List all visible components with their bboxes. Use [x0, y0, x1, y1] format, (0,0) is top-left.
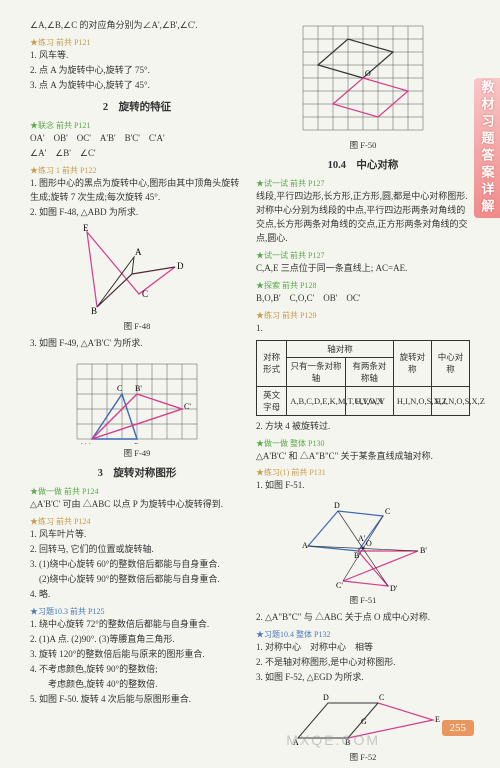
svg-text:D: D [334, 501, 340, 510]
text: 考虑颜色,旋转 40°的整数倍. [30, 678, 244, 692]
svg-text:B': B' [420, 546, 427, 555]
subhead: ★练习(1) 前共 P131 [256, 467, 470, 478]
fig49-caption: 图 F-49 [30, 447, 244, 459]
subhead: ★练习 前共 P129 [256, 310, 470, 321]
text: 3. 点 A 为旋转中心,旋转了 45°. [30, 79, 244, 93]
subhead: ★练习 1 前共 P122 [30, 165, 244, 176]
text: 5. 如图 F-50. 旋转 4 次后能与原图形重合. [30, 693, 244, 707]
svg-text:D': D' [390, 584, 398, 591]
text: C,A,E 三点位于同一条直线上; AC=AE. [256, 262, 470, 276]
subhead: ★做一做 前共 P124 [30, 486, 244, 497]
figure-f51: A D C B O B' D' C' A' [288, 496, 438, 591]
svg-text:D: D [323, 693, 329, 702]
svg-text:A': A' [358, 534, 366, 543]
text: 2. 方块 4 被旋转过. [256, 420, 470, 434]
left-column: ∠A,∠B,∠C 的对应角分别为∠A',∠B',∠C'. ★练习 前共 P121… [30, 18, 244, 768]
text: 2. (1)A 点. (2)90°. (3)等腰直角三角形. [30, 633, 244, 647]
watermark: MXQE.COM [286, 732, 380, 748]
text: 2. △A"B"C" 与 △ABC 关于点 O 成中心对称. [256, 611, 470, 625]
svg-text:A: A [87, 442, 93, 444]
text: 2. 如图 F-48, △ABD 为所求. [30, 206, 244, 220]
text: 1. 如图 F-51. [256, 479, 470, 493]
text: OA' OB' OC' A'B' B'C' C'A' [30, 132, 244, 146]
svg-text:A': A' [79, 442, 87, 444]
text: 1. 绕中心旋转 72°的整数倍后都能与自身重合. [30, 618, 244, 632]
td: H,I,N,O,S,X,Z [431, 386, 469, 415]
svg-text:B: B [91, 306, 97, 316]
svg-text:D: D [177, 261, 184, 271]
subhead: ★练习 前共 P121 [30, 37, 244, 48]
text: 1. 对称中心 对称中心 相等 [256, 641, 470, 655]
subhead: ★试一试 前共 P127 [256, 178, 470, 189]
subhead: ★习题10.4 整体 P132 [256, 629, 470, 640]
svg-text:C: C [142, 289, 148, 299]
text: 1. [256, 322, 470, 336]
subhead: ★探索 前共 P128 [256, 280, 470, 291]
svg-text:C: C [117, 384, 122, 393]
svg-text:E: E [435, 715, 440, 724]
text: △A'B'C' 可由 △ABC 以点 P 为旋转中心旋转得到. [30, 498, 244, 512]
text: 线段,平行四边形,长方形,正方形,圆,都是中心对称图形.对称中心分别为线段的中点… [256, 190, 470, 246]
td: A,B,C,D,E,K,M,T,U,V,W,Y [287, 386, 346, 415]
svg-text:C': C' [336, 581, 343, 590]
section-title-2: 2 旋转的特征 [30, 99, 244, 114]
figure-f48: E A D C B [77, 222, 197, 317]
svg-text:O: O [365, 69, 371, 78]
subhead: ★习题10.3 前共 P125 [30, 606, 244, 617]
td: H,I,N,O,S,X,Z [393, 386, 431, 415]
text: 1. 图形中心的黑点为旋转中心,图形由其中顶角头旋转生成;旋转 7 次生成;每次… [30, 177, 244, 205]
text: △A'B'C' 和 △A"B"C" 关于某条直线成轴对称. [256, 450, 470, 464]
th: 中心对称 [431, 340, 469, 386]
fig48-caption: 图 F-48 [30, 320, 244, 332]
svg-text:G: G [361, 717, 367, 726]
text: 1. 风车等. [30, 49, 244, 63]
svg-text:B': B' [135, 384, 142, 393]
text: 3. (1)绕中心旋转 60°的整数倍后都能与自身重合. [30, 558, 244, 572]
svg-text:O: O [366, 539, 372, 548]
subhead: ★练习 前共 P124 [30, 516, 244, 527]
th: 对称形式 [257, 340, 287, 386]
th: 轴对称 [287, 340, 394, 357]
subhead: ★联念 前共 P121 [30, 120, 244, 131]
subhead: ★做一做 整体 P130 [256, 438, 470, 449]
fig51-caption: 图 F-51 [256, 594, 470, 606]
svg-text:B: B [134, 442, 139, 444]
fig50-caption: 图 F-50 [256, 139, 470, 151]
text: 2. 点 A 为旋转中心,旋转了 75°. [30, 64, 244, 78]
svg-text:C': C' [184, 402, 191, 411]
td: 英文字母 [257, 386, 287, 415]
section-title-4: 10.4 中心对称 [256, 157, 470, 172]
text: ∠A' ∠B' ∠C' [30, 147, 244, 161]
text: 4. 略. [30, 588, 244, 602]
text: 3. 旋转 120°的整数倍后能与原来的图形重合. [30, 648, 244, 662]
svg-text:A: A [302, 541, 308, 550]
text: B,O,B' C,O,C' OB' OC' [256, 292, 470, 306]
svg-text:C: C [385, 507, 390, 516]
section-title-3: 3 旋转对称图形 [30, 465, 244, 480]
text: 4. 不考虑颜色,旋转 90°的整数倍; [30, 663, 244, 677]
text: 2. 不是轴对称图形,是中心对称图形. [256, 656, 470, 670]
text: 2. 回转马, 它们的位置或旋转轴. [30, 543, 244, 557]
svg-text:C: C [379, 693, 384, 702]
text: 3. 如图 F-49, △A'B'C' 为所求. [30, 337, 244, 351]
side-tab: 教材习题答案详解 [474, 78, 500, 218]
svg-text:A: A [135, 247, 142, 257]
subhead: ★试一试 前共 P127 [256, 250, 470, 261]
text: 3. 如图 F-52, △EGD 为所求. [256, 671, 470, 685]
text: 1. 风车叶片等. [30, 528, 244, 542]
svg-text:E: E [83, 223, 89, 233]
figure-f49: A B C B' C' A' [67, 354, 207, 444]
text: (2)绕中心旋转 90°的整数倍后都能与自身重合. [30, 573, 244, 587]
fig52-caption: 图 F-52 [256, 751, 470, 763]
symmetry-table: 对称形式 轴对称 旋转对称 中心对称 只有一条对称轴 有两条对称轴 英文字母 A… [256, 340, 470, 416]
td: 只有一条对称轴 [287, 357, 346, 386]
td: 有两条对称轴 [345, 357, 393, 386]
page-content: ∠A,∠B,∠C 的对应角分别为∠A',∠B',∠C'. ★练习 前共 P121… [30, 18, 470, 768]
th: 旋转对称 [393, 340, 431, 386]
text: ∠A,∠B,∠C 的对应角分别为∠A',∠B',∠C'. [30, 19, 244, 33]
figure-f50: O [293, 21, 433, 136]
svg-text:B: B [354, 551, 359, 560]
right-column: O 图 F-50 10.4 中心对称 ★试一试 前共 P127 线段,平行四边形… [256, 18, 470, 768]
page-number: 255 [442, 720, 475, 736]
